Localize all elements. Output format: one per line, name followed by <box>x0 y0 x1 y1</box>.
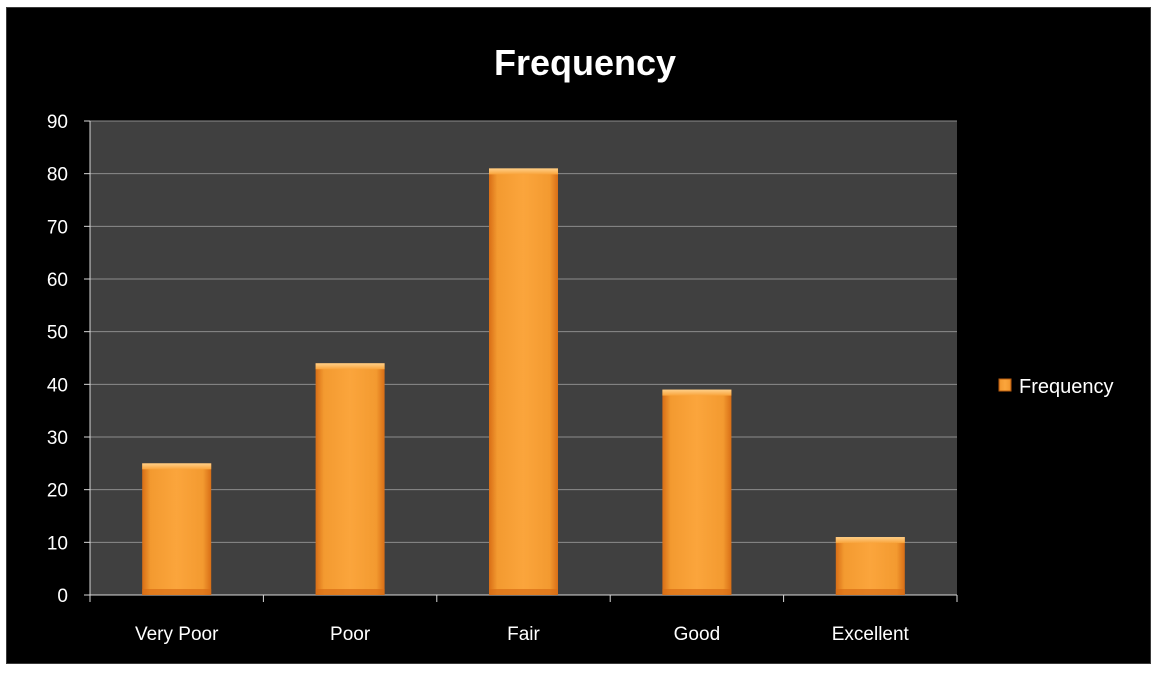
x-tick-label: Poor <box>330 624 371 645</box>
bar-bottom-bevel <box>315 589 385 595</box>
bar-excellent <box>835 537 905 595</box>
bar-bottom-bevel <box>662 589 732 595</box>
bar-bottom-bevel <box>835 589 905 595</box>
bars <box>142 168 905 595</box>
bar-fair <box>489 168 558 595</box>
y-tick-label: 90 <box>47 112 68 133</box>
y-tick-label: 80 <box>47 165 68 186</box>
bar-good <box>662 389 732 595</box>
legend-label: Frequency <box>1019 376 1114 398</box>
bar-top-bevel <box>315 363 385 370</box>
y-tick-label: 20 <box>47 481 68 502</box>
bar-top-bevel <box>489 168 558 175</box>
bar-top-bevel <box>142 463 212 470</box>
y-tick-label: 40 <box>47 375 68 396</box>
bar-top-bevel <box>662 389 732 396</box>
x-tick-label: Very Poor <box>135 624 219 645</box>
bar-top-bevel <box>835 537 905 544</box>
bar-bottom-bevel <box>489 589 558 595</box>
x-tick-label: Good <box>674 624 720 645</box>
x-tick-label: Excellent <box>832 624 910 645</box>
y-tick-label: 70 <box>47 217 68 238</box>
y-tick-label: 50 <box>47 323 68 344</box>
y-tick-label: 60 <box>47 270 68 291</box>
y-tick-label: 10 <box>47 533 68 554</box>
bar-very-poor <box>142 463 212 595</box>
y-tick-label: 0 <box>57 586 68 607</box>
bar <box>662 389 732 595</box>
y-tick-labels: 0 10 20 30 40 50 60 70 80 90 <box>47 112 68 607</box>
bar-bottom-bevel <box>142 589 212 595</box>
bar <box>835 537 905 595</box>
legend-swatch <box>998 378 1012 392</box>
chart-title: Frequency <box>494 42 676 83</box>
bar <box>315 363 385 595</box>
bar-chart: Frequency 0 10 20 30 40 50 60 70 80 90 Very Poor P… <box>47 42 1114 645</box>
x-tick-label: Fair <box>507 624 540 645</box>
bar <box>142 463 212 595</box>
legend: Frequency <box>998 376 1114 398</box>
chart-frame: Frequency 0 10 20 30 40 50 60 70 80 90 Very Poor P… <box>6 7 1151 664</box>
bar <box>489 168 558 595</box>
x-tick-labels: Very Poor Poor Fair Good Excellent <box>135 624 910 645</box>
y-tick-label: 30 <box>47 428 68 449</box>
bar-poor <box>315 363 385 595</box>
